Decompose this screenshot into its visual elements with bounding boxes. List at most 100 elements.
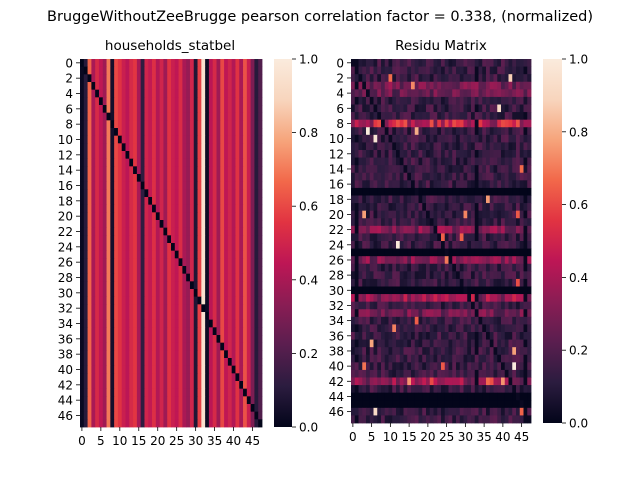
heatmap-cell [193, 296, 198, 305]
heatmap-cell [133, 59, 138, 68]
heatmap-cell [174, 89, 179, 98]
heatmap-cell [354, 203, 359, 212]
heatmap-cell [437, 150, 442, 158]
heatmap-cell [388, 142, 393, 151]
heatmap-cell [136, 258, 142, 267]
heatmap-cell [489, 150, 494, 158]
heatmap-cell [133, 128, 138, 137]
heatmap-cell [482, 286, 487, 295]
heatmap-cell [358, 294, 363, 303]
heatmap-cell [354, 142, 359, 151]
heatmap-cell [224, 89, 229, 98]
heatmap-cell [239, 273, 244, 282]
heatmap-cell [463, 157, 468, 166]
heatmap-cell [456, 195, 461, 204]
heatmap-cell [448, 165, 453, 174]
heatmap-cell [114, 166, 119, 175]
heatmap-cell [414, 187, 419, 196]
heatmap-cell [508, 225, 513, 234]
heatmap-cell [384, 385, 389, 394]
heatmap-cell [354, 332, 359, 340]
heatmap-cell [182, 97, 187, 106]
heatmap-cell [381, 316, 386, 325]
heatmap-cell [463, 165, 468, 174]
heatmap-cell [467, 74, 472, 83]
heatmap-cell [83, 128, 88, 137]
heatmap-cell [87, 97, 92, 106]
heatmap-cell [83, 74, 88, 83]
heatmap-cell [384, 369, 389, 378]
heatmap-cell [98, 289, 104, 298]
heatmap-cell [452, 66, 457, 75]
heatmap-cell [429, 225, 434, 234]
heatmap-cell [441, 332, 446, 340]
heatmap-cell [174, 388, 179, 397]
heatmap-cell [83, 197, 88, 206]
heatmap-cell [167, 151, 172, 160]
heatmap-cell [407, 74, 412, 83]
heatmap-cell [239, 411, 244, 420]
heatmap-cell [414, 142, 419, 151]
heatmap-cell [381, 210, 386, 219]
heatmap-cell [471, 286, 476, 295]
heatmap-cell [246, 365, 252, 374]
heatmap-cell [399, 89, 404, 98]
heatmap-cell [224, 411, 229, 420]
heatmap-cell [493, 96, 498, 105]
y-tick-label: 8 [65, 118, 73, 132]
heatmap-cell [441, 354, 446, 363]
heatmap-cell [178, 388, 183, 397]
heatmap-cell [231, 373, 236, 382]
heatmap-cell [117, 158, 123, 167]
heatmap-cell [407, 347, 412, 356]
heatmap-cell [231, 396, 236, 405]
heatmap-cell [193, 396, 198, 405]
heatmap-cell [155, 174, 161, 183]
heatmap-cell [422, 218, 427, 227]
heatmap-cell [246, 66, 252, 75]
heatmap-cell [399, 59, 404, 67]
heatmap-cell [523, 96, 528, 105]
heatmap-cell [366, 354, 371, 363]
heatmap-cell [508, 127, 513, 136]
heatmap-cell [106, 128, 111, 137]
heatmap-cell [163, 289, 168, 298]
heatmap-cell [486, 332, 491, 340]
heatmap-cell [186, 74, 191, 83]
heatmap-cell [114, 112, 119, 121]
heatmap-cell [456, 369, 461, 378]
heatmap-cell [516, 195, 521, 204]
heatmap-cell [167, 381, 172, 390]
heatmap-cell [429, 377, 434, 386]
heatmap-cell [486, 112, 491, 121]
heatmap-cell [163, 89, 168, 98]
heatmap-cell [208, 59, 214, 68]
heatmap-cell [114, 381, 119, 390]
heatmap-cell [392, 286, 397, 295]
heatmap-cell [489, 415, 494, 424]
heatmap-cell [351, 66, 356, 75]
heatmap-cell [201, 289, 206, 298]
heatmap-cell [125, 197, 130, 206]
heatmap-cell [129, 143, 134, 152]
heatmap-cell [523, 294, 528, 303]
heatmap-cell [250, 373, 255, 382]
heatmap-cell [504, 294, 509, 303]
heatmap-cell [354, 195, 359, 204]
heatmap-cell [504, 225, 509, 234]
heatmap-cell [467, 195, 472, 204]
heatmap-cell [486, 210, 491, 219]
heatmap-cell [178, 250, 183, 259]
heatmap-cell [504, 142, 509, 151]
heatmap-cell [493, 241, 498, 249]
heatmap-cell [414, 400, 419, 409]
heatmap-cell [354, 309, 359, 318]
heatmap-cell [220, 388, 225, 397]
heatmap-cell [489, 263, 494, 272]
heatmap-cell [478, 180, 483, 189]
heatmap-cell [133, 112, 138, 121]
heatmap-cell [227, 350, 233, 359]
heatmap-cell [489, 112, 494, 121]
heatmap-cell [354, 81, 359, 90]
heatmap-cell [414, 385, 419, 394]
